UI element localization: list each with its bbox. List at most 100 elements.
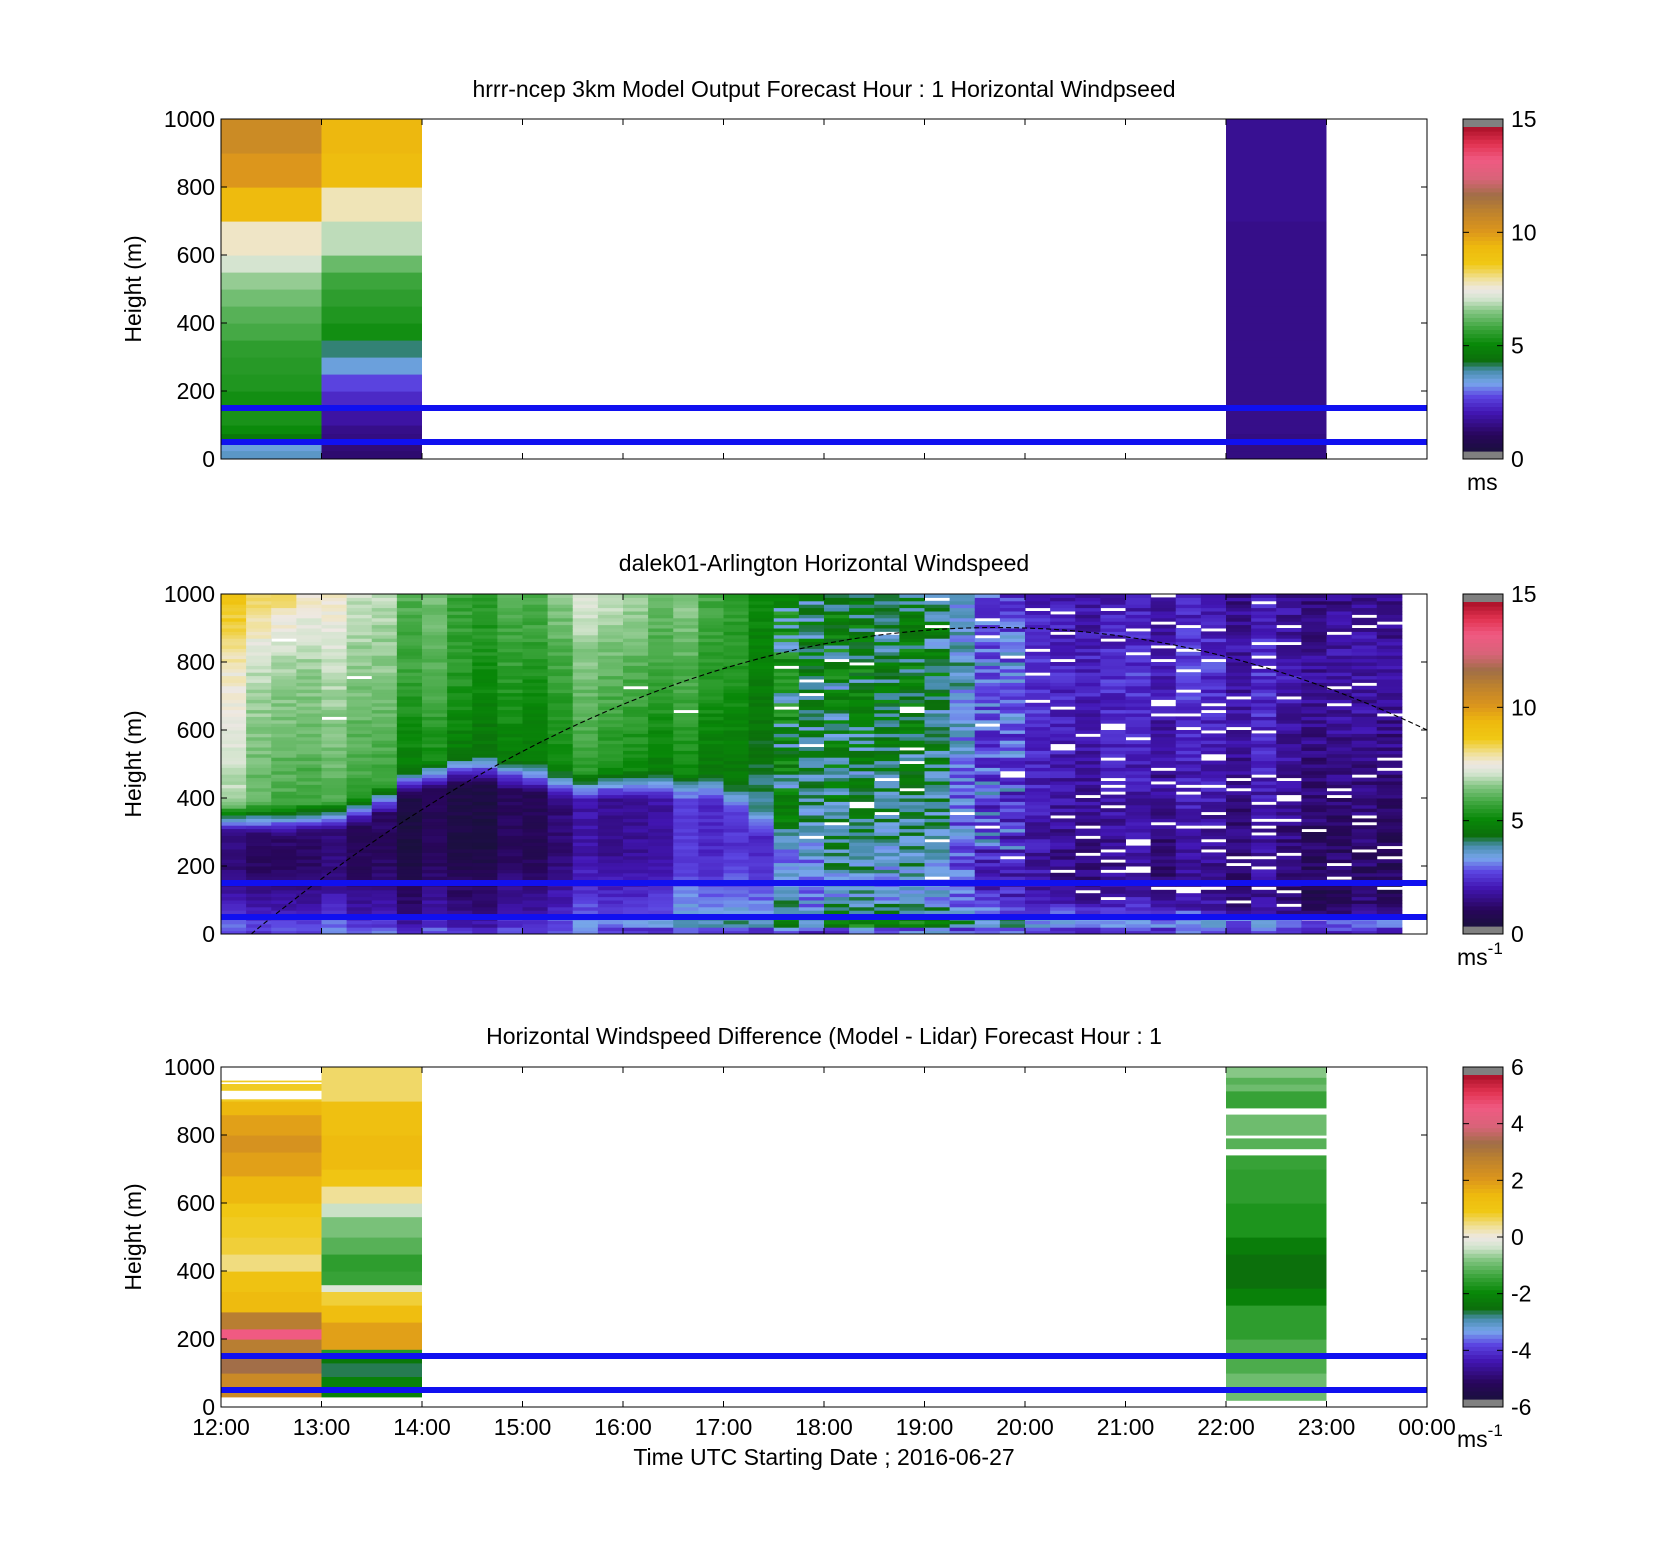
lidar-profile xyxy=(472,594,498,934)
heatmap-cell xyxy=(522,764,549,768)
heatmap-cell xyxy=(974,794,1001,799)
heatmap-cell xyxy=(673,611,699,615)
heatmap-cell xyxy=(899,594,925,598)
heatmap-cell xyxy=(1226,1254,1327,1289)
heatmap-cell xyxy=(824,638,850,643)
heatmap-cell xyxy=(824,845,850,850)
heatmap-cell xyxy=(1376,597,1403,602)
heatmap-cell xyxy=(1075,699,1101,704)
heatmap-cell xyxy=(798,600,825,605)
heatmap-cell xyxy=(346,621,373,626)
heatmap-cell xyxy=(723,723,750,728)
heatmap-cell xyxy=(623,645,649,649)
heatmap-cell xyxy=(773,607,800,612)
colorbar-step xyxy=(1463,414,1503,420)
heatmap-cell xyxy=(798,651,825,656)
heatmap-cell xyxy=(1025,818,1051,823)
heatmap-cell xyxy=(296,719,322,724)
heatmap-cell xyxy=(623,804,649,809)
heatmap-cell xyxy=(924,662,951,666)
heatmap-cell xyxy=(271,801,297,806)
heatmap-cell xyxy=(1226,1138,1327,1150)
heatmap-cell xyxy=(1251,709,1277,714)
heatmap-cell xyxy=(623,906,649,911)
heatmap-cell xyxy=(472,706,498,711)
heatmap-cell xyxy=(798,645,825,649)
heatmap-cell xyxy=(623,811,649,816)
heatmap-cell xyxy=(1301,696,1327,700)
heatmap-cell xyxy=(597,845,624,850)
heatmap-cell xyxy=(371,872,398,877)
heatmap-cell xyxy=(346,896,373,901)
heatmap-cell xyxy=(221,631,247,636)
heatmap-cell xyxy=(773,614,800,619)
heatmap-cell xyxy=(1175,634,1202,639)
heatmap-cell xyxy=(296,733,322,738)
heatmap-cell xyxy=(221,614,247,619)
heatmap-cell xyxy=(1326,930,1353,934)
heatmap-cell xyxy=(1175,770,1202,775)
heatmap-cell xyxy=(597,696,624,700)
heatmap-cell xyxy=(547,770,574,775)
heatmap-cell xyxy=(999,927,1026,932)
heatmap-cell xyxy=(547,852,574,857)
colorbar-step xyxy=(1463,832,1503,838)
heatmap-cell xyxy=(773,781,800,785)
heatmap-cell xyxy=(1125,611,1152,615)
heatmap-cell xyxy=(748,923,775,928)
heatmap-cell xyxy=(1075,842,1101,847)
heatmap-cell xyxy=(472,760,498,765)
heatmap-cell xyxy=(773,774,800,779)
heatmap-cell xyxy=(472,767,498,772)
colorbar-step xyxy=(1463,163,1503,169)
heatmap-cell xyxy=(321,1101,422,1136)
heatmap-cell xyxy=(1351,764,1378,768)
heatmap-cell xyxy=(321,903,348,908)
heatmap-cell xyxy=(321,906,348,911)
heatmap-cell xyxy=(447,645,473,649)
heatmap-cell xyxy=(597,764,624,768)
heatmap-cell xyxy=(572,624,599,629)
heatmap-cell xyxy=(648,862,674,867)
heatmap-cell xyxy=(396,723,423,728)
heatmap-cell xyxy=(371,927,398,932)
heatmap-cell xyxy=(472,685,498,690)
heatmap-cell xyxy=(899,889,925,894)
heatmap-cell xyxy=(321,119,422,154)
heatmap-cell xyxy=(1376,832,1403,836)
heatmap-cell xyxy=(296,617,322,622)
heatmap-cell xyxy=(874,774,900,779)
heatmap-cell xyxy=(597,607,624,612)
heatmap-cell xyxy=(321,357,422,375)
colorbar-step xyxy=(1463,707,1503,712)
heatmap-cell xyxy=(773,777,800,782)
heatmap-cell xyxy=(874,886,900,891)
heatmap-cell xyxy=(874,923,900,928)
heatmap-cell xyxy=(673,845,699,850)
heatmap-cell xyxy=(296,862,322,867)
heatmap-cell xyxy=(1050,689,1076,694)
heatmap-cell xyxy=(1175,787,1202,792)
heatmap-cell xyxy=(974,706,1001,711)
heatmap-cell xyxy=(221,624,247,629)
heatmap-cell xyxy=(1251,621,1277,626)
heatmap-cell xyxy=(1226,621,1252,626)
heatmap-cell xyxy=(949,611,976,615)
heatmap-cell xyxy=(849,617,875,622)
heatmap-cell xyxy=(296,815,322,819)
heatmap-cell xyxy=(924,774,951,779)
heatmap-cell xyxy=(773,862,800,867)
heatmap-cell xyxy=(472,726,498,731)
heatmap-cell xyxy=(1175,808,1202,813)
heatmap-cell xyxy=(673,655,699,660)
heatmap-cell xyxy=(371,621,398,626)
heatmap-cell xyxy=(371,699,398,704)
heatmap-cell xyxy=(597,784,624,789)
heatmap-cell xyxy=(1226,869,1252,874)
heatmap-cell xyxy=(673,787,699,792)
heatmap-cell xyxy=(296,716,322,721)
heatmap-cell xyxy=(1125,699,1152,704)
heatmap-cell xyxy=(271,648,297,653)
heatmap-cell xyxy=(673,672,699,677)
heatmap-cell xyxy=(246,733,272,738)
